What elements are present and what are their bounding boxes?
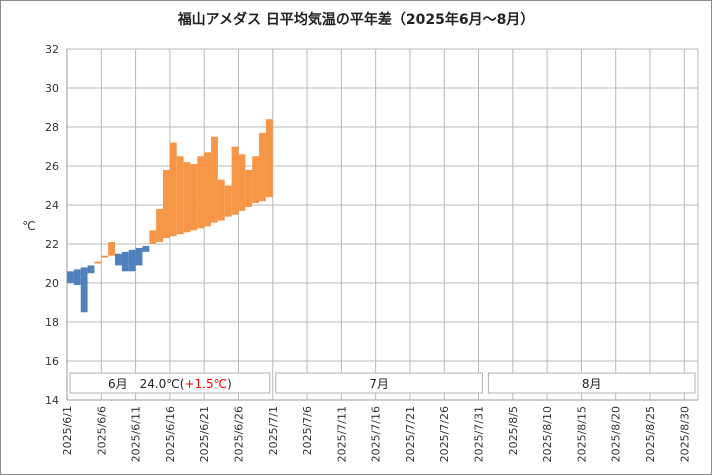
temperature-diff-bar xyxy=(94,261,102,264)
month-summary-box xyxy=(275,372,483,394)
temperature-diff-bar xyxy=(252,156,260,204)
temperature-diff-bar xyxy=(87,265,95,274)
x-tick-label: 2025/7/16 xyxy=(370,406,383,462)
temperature-diff-bar xyxy=(142,245,150,252)
y-axis-label: ℃ xyxy=(22,219,35,233)
temperature-diff-bar xyxy=(211,136,218,223)
month-diff-value: +1.5℃ xyxy=(184,377,227,391)
temperature-diff-bar xyxy=(149,230,157,244)
temperature-diff-bar xyxy=(238,154,246,211)
month-summary-text: 8月 xyxy=(582,377,602,391)
temperature-diff-bar xyxy=(190,164,198,231)
temperature-diff-bar xyxy=(204,152,212,227)
month-label: 7月 xyxy=(369,377,389,391)
chart-title: 福山アメダス 日平均気温の平年差（2025年6月～8月） xyxy=(177,12,535,28)
temperature-diff-bar xyxy=(245,169,253,207)
temperature-diff-bar xyxy=(135,247,143,266)
x-tick-label: 2025/7/31 xyxy=(473,406,486,462)
x-tick-label: 2025/8/25 xyxy=(644,406,657,462)
month-label: 6月 24.0℃ xyxy=(108,377,180,391)
y-tick-label: 32 xyxy=(45,43,59,56)
x-tick-label: 2025/6/6 xyxy=(95,406,108,455)
x-tick-label: 2025/8/30 xyxy=(678,406,691,462)
month-summary-text: 7月 xyxy=(369,377,389,391)
x-tick-label: 2025/7/26 xyxy=(438,406,451,462)
y-tick-label: 22 xyxy=(45,238,59,251)
temperature-diff-bar xyxy=(115,253,122,266)
x-tick-label: 2025/8/5 xyxy=(507,406,520,455)
temperature-diff-bar xyxy=(183,162,191,233)
y-tick-label: 14 xyxy=(45,394,59,407)
y-tick-label: 16 xyxy=(45,355,59,368)
y-tick-label: 28 xyxy=(45,121,59,134)
x-tick-label: 2025/6/21 xyxy=(198,406,211,462)
temperature-diff-bar xyxy=(231,146,239,215)
month-label: 8月 xyxy=(582,377,602,391)
x-tick-label: 2025/7/21 xyxy=(404,406,417,462)
temperature-diff-bar xyxy=(67,271,74,283)
temperature-diff-bar xyxy=(73,269,81,285)
y-tick-label: 18 xyxy=(45,316,59,329)
y-tick-label: 20 xyxy=(45,277,59,290)
temperature-diff-bar xyxy=(156,208,164,243)
x-tick-label: 2025/6/26 xyxy=(232,406,245,462)
y-tick-label: 30 xyxy=(45,82,59,95)
temperature-diff-bar xyxy=(224,185,232,217)
temperature-diff-bar xyxy=(197,156,205,229)
x-tick-label: 2025/7/1 xyxy=(267,406,280,455)
temperature-diff-bar xyxy=(217,179,225,221)
x-tick-label: 2025/8/15 xyxy=(575,406,588,462)
x-tick-label: 2025/6/11 xyxy=(130,406,143,462)
x-tick-label: 2025/7/11 xyxy=(335,406,348,462)
month-summary-box xyxy=(69,372,271,394)
month-diff-close: ) xyxy=(227,377,232,391)
x-tick-label: 2025/8/10 xyxy=(541,406,554,462)
temperature-diff-bar xyxy=(163,169,170,239)
month-diff-open: ( xyxy=(180,377,185,391)
y-tick-label: 26 xyxy=(45,160,59,173)
month-summary-box xyxy=(487,372,696,394)
x-tick-label: 2025/8/20 xyxy=(610,406,623,462)
month-summary-text: 6月 24.0℃(+1.5℃) xyxy=(108,377,232,391)
temperature-diff-bar xyxy=(121,251,129,272)
temperature-diff-bar xyxy=(176,156,184,235)
temperature-diff-bar xyxy=(265,119,273,198)
y-tick-label: 24 xyxy=(45,199,59,212)
temperature-diff-bar xyxy=(169,142,177,237)
x-tick-label: 2025/6/1 xyxy=(61,406,74,455)
x-tick-label: 2025/6/16 xyxy=(164,406,177,462)
temperature-diff-bar xyxy=(101,255,109,258)
temperature-diff-bar xyxy=(108,242,116,256)
x-tick-label: 2025/7/6 xyxy=(301,406,314,455)
temperature-diff-bar xyxy=(80,267,88,313)
temperature-diff-bar xyxy=(259,132,266,202)
temperature-diff-bar xyxy=(128,249,136,272)
